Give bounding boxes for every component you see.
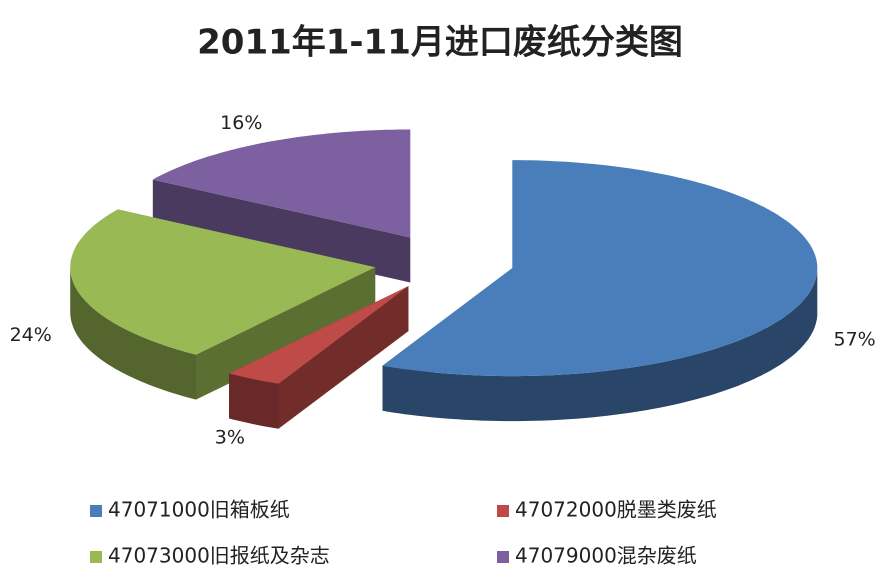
legend-swatch <box>497 505 509 517</box>
data-label: 3% <box>215 427 245 449</box>
legend-label: 47073000旧报纸及杂志 <box>108 544 330 568</box>
pie-slice <box>70 209 376 400</box>
legend-label: 47079000混杂废纸 <box>515 544 697 568</box>
pie-slice <box>152 129 411 283</box>
slice-top <box>382 160 818 377</box>
slice-top <box>229 286 409 384</box>
slice-top <box>70 209 376 355</box>
pie-slice <box>229 286 409 429</box>
legend-swatch <box>90 551 102 563</box>
slice-side <box>152 179 411 283</box>
legend-label: 47072000脱墨类废纸 <box>515 498 717 522</box>
data-label: 16% <box>220 112 262 134</box>
pie-slice <box>382 160 818 422</box>
slice-wall <box>382 268 818 422</box>
slice-top <box>152 129 411 238</box>
data-label: 57% <box>833 329 875 351</box>
data-label: 24% <box>10 324 52 346</box>
legend-label: 47071000旧箱板纸 <box>108 498 290 522</box>
legend-swatch <box>90 505 102 517</box>
chart-title: 2011年1-11月进口废纸分类图 <box>197 23 683 63</box>
slice-wall <box>229 373 279 429</box>
slice-wall <box>70 267 196 400</box>
legend-swatch <box>497 551 509 563</box>
